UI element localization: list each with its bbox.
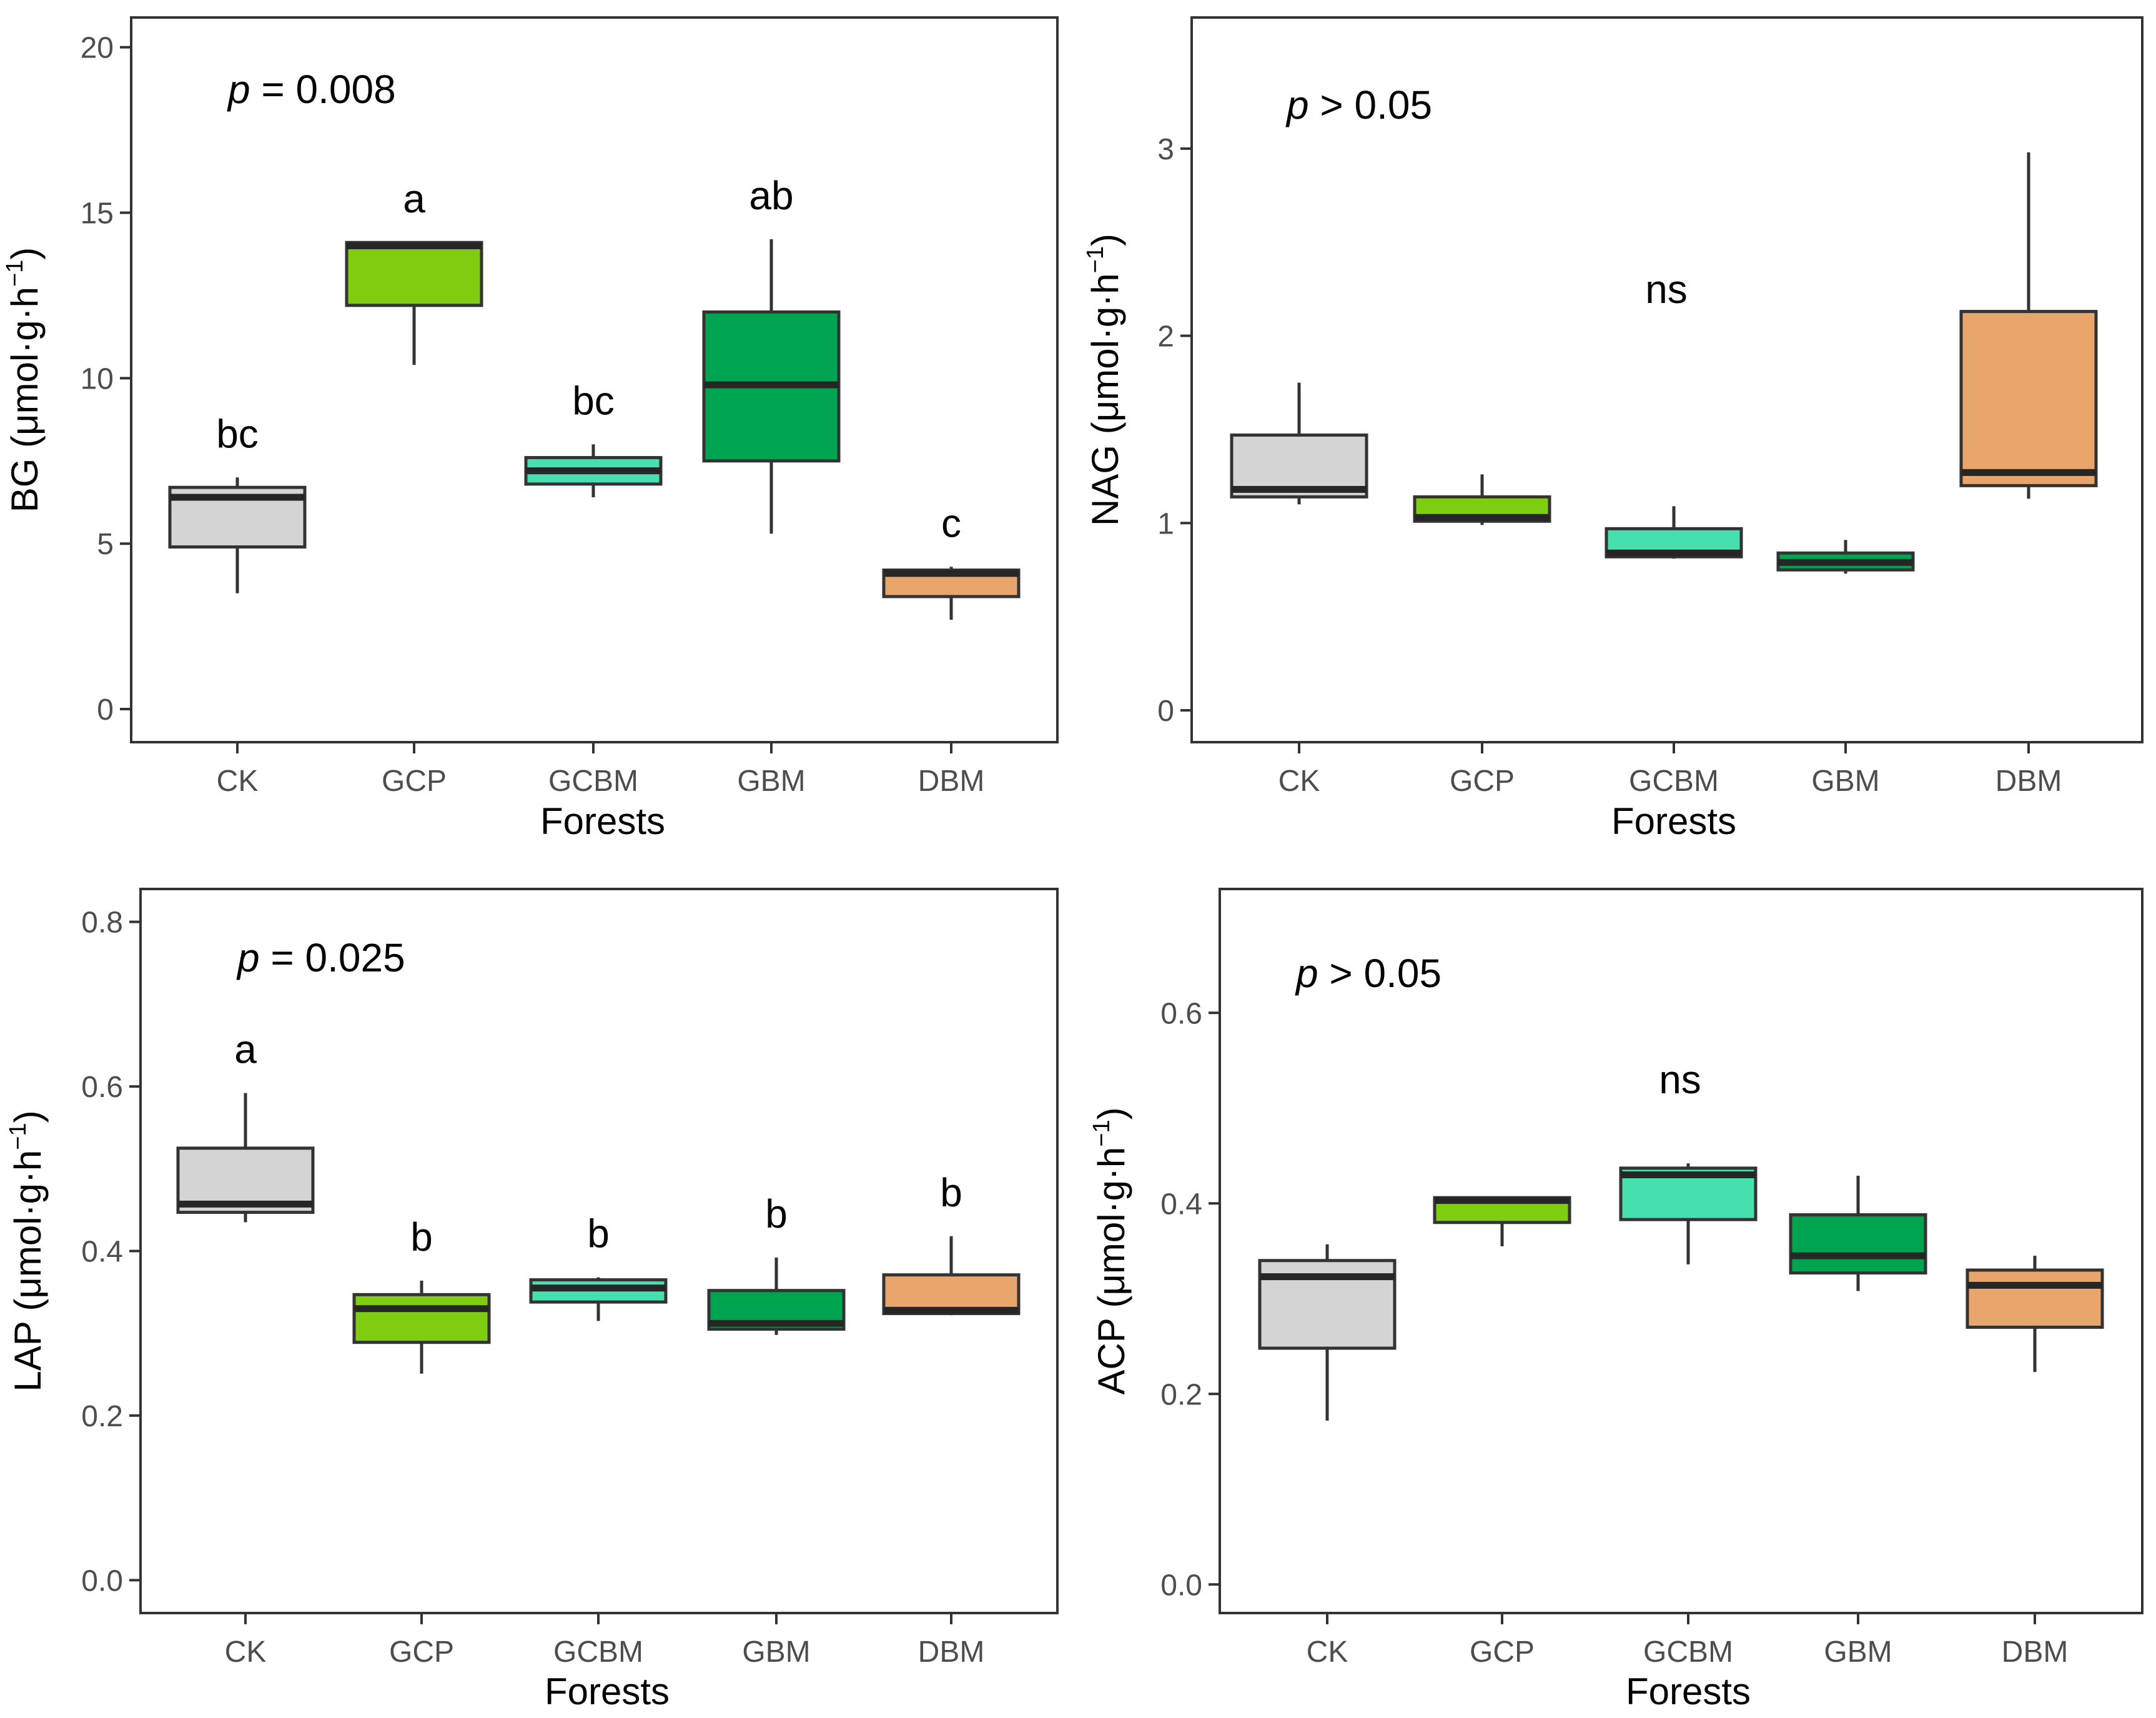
x-tick-label: GCP: [1470, 1636, 1535, 1669]
panel-2: 0.0 0.2 0.4 0.6 0.8 CK GCP GCBM GBM DBM Forests LAP…: [5, 888, 1059, 1712]
significance-letter: ab: [749, 173, 793, 218]
y-tick-label: 0.0: [1160, 1569, 1202, 1602]
box-GCBM: b: [529, 1211, 668, 1321]
box-GBM: b: [707, 1191, 846, 1335]
x-tick-label: GBM: [1824, 1636, 1892, 1669]
x-axis-title: Forests: [545, 1671, 670, 1712]
box-CK: [1230, 382, 1368, 505]
significance-letter: bc: [216, 411, 259, 456]
box-DBM: [1959, 152, 2098, 499]
y-tick-label: 3: [1157, 133, 1174, 166]
y-tick-label: 0.2: [1160, 1378, 1202, 1411]
significance-letter: a: [403, 176, 425, 221]
panel-3: 0.0 0.2 0.4 0.6 CK GCP GCBM GBM DBM Forests ACP (μ…: [1089, 888, 2144, 1712]
iqr-box: [1966, 1268, 2104, 1329]
x-tick-label: DBM: [2002, 1636, 2069, 1669]
y-tick-label: 0.6: [1160, 997, 1202, 1030]
x-axis-title: Forests: [1611, 800, 1736, 842]
box-GCBM: [1619, 1163, 1758, 1264]
x-tick-label: DBM: [918, 1636, 985, 1669]
y-tick-label: 0: [97, 693, 114, 727]
box-GBM: ab: [702, 173, 841, 534]
y-axis-title: LAP (μmol·g·h−1): [5, 1110, 49, 1391]
y-tick-label: 0.4: [1160, 1188, 1202, 1221]
x-axis-title: Forests: [540, 800, 665, 842]
box-DBM: b: [882, 1170, 1021, 1316]
x-tick-label: CK: [225, 1636, 267, 1669]
significance-letter: bc: [572, 378, 615, 423]
x-tick-label: GCP: [1450, 765, 1515, 798]
p-value-label: p > 0.05: [1295, 951, 1441, 996]
x-tick-label: GBM: [742, 1636, 810, 1669]
p-value-label: p = 0.008: [227, 67, 396, 112]
y-tick-label: 0.2: [81, 1400, 123, 1433]
x-tick-label: GBM: [1811, 765, 1879, 798]
x-tick-label: GBM: [737, 765, 805, 798]
y-tick-label: 2: [1157, 320, 1174, 354]
x-tick-label: CK: [1278, 765, 1320, 798]
p-value-label: p > 0.05: [1285, 82, 1432, 127]
y-tick-label: 15: [81, 197, 114, 231]
box-DBM: [1966, 1256, 2104, 1373]
y-axis-title: NAG (μmol·g·h−1): [1082, 234, 1126, 526]
y-axis-title: ACP (μmol·g·h−1): [1089, 1107, 1132, 1394]
x-tick-label: GCP: [382, 765, 447, 798]
x-tick-label: CK: [1307, 1636, 1348, 1669]
box-GCP: a: [345, 176, 483, 365]
significance-letter: b: [410, 1214, 433, 1259]
box-CK: a: [176, 1027, 315, 1223]
iqr-box: [352, 1293, 491, 1344]
y-tick-label: 0.4: [81, 1236, 123, 1269]
x-tick-label: GCBM: [548, 765, 638, 798]
y-tick-label: 0.0: [81, 1564, 123, 1597]
x-tick-label: CK: [217, 765, 259, 798]
y-tick-label: 0.8: [81, 906, 123, 940]
box-GCP: [1413, 474, 1551, 525]
significance-letter: c: [941, 500, 961, 545]
significance-letter: b: [765, 1191, 788, 1236]
x-tick-label: DBM: [918, 765, 985, 798]
significance-letter: b: [587, 1211, 610, 1256]
box-GBM: [1776, 540, 1915, 574]
ns-label: ns: [1659, 1057, 1701, 1102]
x-tick-label: DBM: [1995, 765, 2062, 798]
box-CK: [1258, 1244, 1397, 1421]
panel-0: 0 5 10 15 20 CK GCP GCBM GBM DBM Forests BG (μmol·g…: [2, 16, 1059, 842]
ns-label: ns: [1645, 267, 1688, 312]
box-DBM: c: [882, 500, 1021, 620]
box-GCP: [1433, 1196, 1571, 1246]
iqr-box: [1959, 310, 2098, 487]
x-tick-label: GCBM: [553, 1636, 643, 1669]
y-tick-label: 0: [1157, 695, 1174, 728]
y-axis-title: BG (μmol·g·h−1): [2, 247, 46, 513]
panel-1: 0 1 2 3 CK GCP GCBM GBM DBM Forests NAG (μmol·g·h−…: [1082, 16, 2144, 842]
y-tick-label: 5: [97, 528, 114, 561]
box-GCP: b: [352, 1214, 491, 1374]
p-value-label: p = 0.025: [236, 935, 405, 980]
y-tick-label: 20: [81, 32, 114, 65]
significance-letter: a: [234, 1027, 257, 1072]
box-GBM: [1789, 1176, 1927, 1291]
iqr-box: [1789, 1213, 1927, 1275]
box-GCBM: [1605, 506, 1743, 559]
box-CK: bc: [168, 411, 307, 593]
x-tick-label: GCBM: [1629, 765, 1719, 798]
box-GCBM: bc: [524, 378, 663, 498]
y-tick-label: 10: [81, 362, 114, 395]
y-tick-label: 0.6: [81, 1071, 123, 1104]
significance-letter: b: [940, 1170, 962, 1215]
iqr-box: [345, 241, 483, 307]
x-tick-label: GCBM: [1643, 1636, 1733, 1669]
x-tick-label: GCP: [389, 1636, 454, 1669]
plot-frame: [1219, 888, 2144, 1614]
x-axis-title: Forests: [1626, 1671, 1751, 1712]
plot-frame: [130, 16, 1059, 743]
y-tick-label: 1: [1157, 507, 1174, 540]
